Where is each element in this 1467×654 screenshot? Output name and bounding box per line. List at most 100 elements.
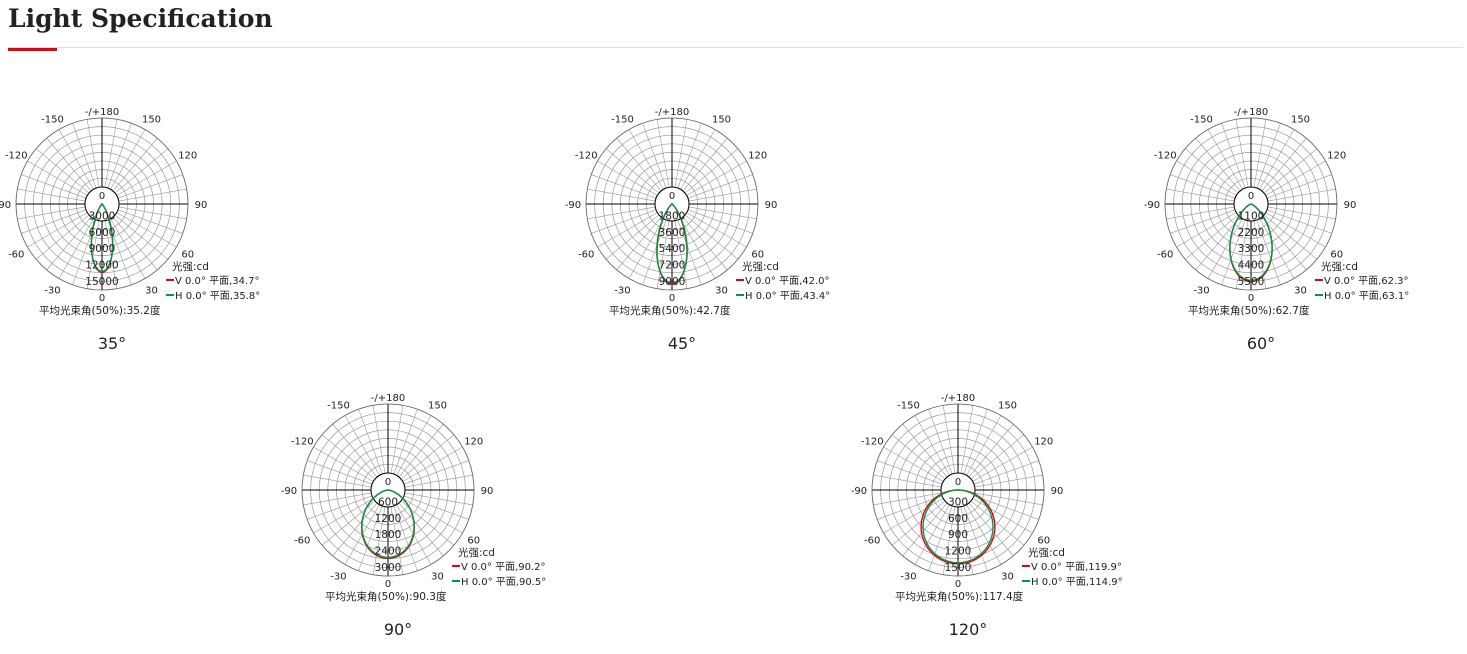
angle-label: -150 xyxy=(897,400,920,411)
center-label: 0 xyxy=(385,477,391,488)
polar-chart-90deg: -/+180 150 120 90 60 30 0 -30 -60 -90 -120 -150 0 600… xyxy=(278,380,578,650)
grid-spoke xyxy=(58,129,94,190)
legend-V: V 0.0° 平面,42.0° xyxy=(745,276,830,287)
angle-label: -90 xyxy=(281,486,297,497)
grid-spoke xyxy=(1256,219,1281,285)
intensity-tick: 12000 xyxy=(85,260,118,272)
angle-label: 60 xyxy=(181,250,194,261)
grid-spoke xyxy=(616,216,662,271)
angle-label: -150 xyxy=(611,114,634,125)
grid-spoke xyxy=(902,502,948,557)
polar-chart-60deg: -/+180 150 120 90 60 30 0 -30 -60 -90 -120 -150 0 110… xyxy=(1141,94,1441,364)
grid-spoke xyxy=(332,502,378,557)
angle-label: -60 xyxy=(864,536,880,547)
legend-H: H 0.0° 平面,35.8° xyxy=(175,291,260,302)
angle-label: -/+180 xyxy=(655,107,689,118)
intensity-tick: 300 xyxy=(948,496,968,508)
angle-label: 90 xyxy=(1051,486,1064,497)
angle-label: 60 xyxy=(467,536,480,547)
legend-V: V 0.0° 平面,34.7° xyxy=(175,276,260,287)
grid-spoke xyxy=(1195,137,1241,192)
angle-label: 150 xyxy=(142,114,161,125)
angle-label: -/+180 xyxy=(1234,107,1268,118)
grid-spoke xyxy=(873,474,942,488)
grid-spoke xyxy=(72,123,97,189)
angle-label: -120 xyxy=(575,151,598,162)
grid-spoke xyxy=(628,218,664,279)
grid-spoke xyxy=(963,409,988,475)
grid-spoke xyxy=(686,160,747,196)
angle-label: -60 xyxy=(294,536,310,547)
grid-spoke xyxy=(605,148,660,194)
grid-spoke xyxy=(398,423,444,478)
angle-label: -150 xyxy=(327,400,350,411)
legend-unit: 光强:cd xyxy=(742,260,779,273)
intensity-tick: 1100 xyxy=(1238,210,1265,222)
grid-spoke xyxy=(393,505,418,571)
grid-spoke xyxy=(968,502,1014,557)
intensity-tick: 1800 xyxy=(659,210,686,222)
angle-label: -/+180 xyxy=(371,393,405,404)
angle-label: -60 xyxy=(8,250,24,261)
angle-label: 120 xyxy=(1034,437,1053,448)
grid-spoke xyxy=(682,137,728,192)
legend-H: H 0.0° 平面,43.4° xyxy=(745,291,830,302)
grid-spoke xyxy=(963,505,988,571)
grid-spoke xyxy=(616,137,662,192)
grid-spoke xyxy=(358,505,383,571)
beam-caption: 45° xyxy=(667,334,697,353)
grid-spoke xyxy=(1184,148,1239,194)
legend-unit: 光强:cd xyxy=(1028,546,1065,559)
grid-spoke xyxy=(1263,148,1318,194)
grid-spoke xyxy=(966,415,1002,476)
divider xyxy=(8,47,1463,48)
grid-spoke xyxy=(1267,206,1336,220)
grid-spoke xyxy=(104,119,118,188)
angle-label: -90 xyxy=(851,486,867,497)
grid-spoke xyxy=(960,506,974,575)
angle-label: 150 xyxy=(428,400,447,411)
grid-spoke xyxy=(677,123,702,189)
angle-label: 150 xyxy=(998,400,1017,411)
intensity-tick: 3600 xyxy=(659,227,686,239)
grid-spoke xyxy=(1263,214,1318,260)
intensity-tick: 5400 xyxy=(659,243,686,255)
grid-spoke xyxy=(597,160,658,196)
legend-H: H 0.0° 平面,63.1° xyxy=(1324,291,1409,302)
grid-spoke xyxy=(117,209,183,234)
grid-spoke xyxy=(1176,212,1237,248)
grid-spoke xyxy=(914,504,950,565)
grid-spoke xyxy=(307,460,373,485)
grid-spoke xyxy=(402,498,463,534)
angle-label: 0 xyxy=(669,293,675,304)
grid-spoke xyxy=(656,119,670,188)
grid-spoke xyxy=(393,409,418,475)
grid-spoke xyxy=(358,409,383,475)
grid-spoke xyxy=(110,129,146,190)
grid-spoke xyxy=(372,506,386,575)
intensity-tick: 1200 xyxy=(375,513,402,525)
grid-spoke xyxy=(873,492,942,506)
angle-label: 120 xyxy=(464,437,483,448)
angle-label: -/+180 xyxy=(85,107,119,118)
grid-spoke xyxy=(942,506,956,575)
grid-spoke xyxy=(587,188,656,202)
curve-V xyxy=(920,489,996,565)
outer-ring xyxy=(301,403,475,577)
legend-V: V 0.0° 平面,62.3° xyxy=(1324,276,1409,287)
avg-beam-angle: 平均光束角(50%):90.3度 xyxy=(325,590,447,603)
grid-spoke xyxy=(1166,206,1235,220)
grid-spoke xyxy=(891,434,946,480)
curve-H xyxy=(361,489,415,559)
grid-spoke xyxy=(1261,216,1307,271)
curve-H xyxy=(90,203,114,273)
angle-label: 120 xyxy=(178,151,197,162)
grid-spoke xyxy=(114,214,169,260)
outer-ring xyxy=(1164,117,1338,291)
legend-unit: 光强:cd xyxy=(1321,260,1358,273)
angle-label: 60 xyxy=(1037,536,1050,547)
grid-spoke xyxy=(1259,129,1295,190)
intensity-tick: 2400 xyxy=(375,546,402,558)
grid-spoke xyxy=(303,474,372,488)
intensity-tick: 9000 xyxy=(89,243,116,255)
